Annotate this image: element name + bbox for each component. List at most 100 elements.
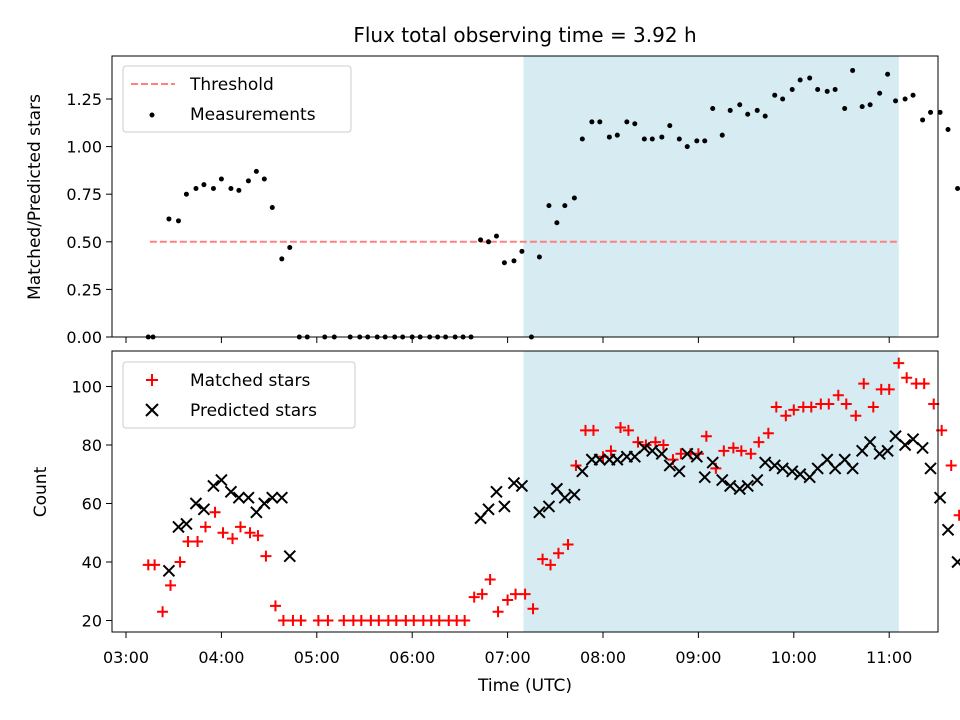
x-tick-label: 09:00 [675,648,721,667]
measurement-point [501,260,507,266]
measurement-point [579,136,585,142]
measurement-point [632,121,638,127]
measurement-point [493,233,499,239]
predicted-point [215,473,228,487]
measurement-point [606,134,612,140]
predicted-point [951,555,960,569]
x-tick-label: 04:00 [198,648,244,667]
measurement-point [772,92,778,98]
measurement-point [737,102,743,108]
matched-point [295,615,307,626]
matched-point [537,553,549,565]
predicted-point [681,447,694,460]
measurement-point [597,119,603,125]
y-bottom-tick-label: 100 [71,378,102,397]
measurement-point [218,176,224,182]
matched-point [893,357,905,369]
measurement-point [710,106,716,112]
matched-point [770,401,782,413]
matched-point [945,459,957,471]
matched-point [832,389,844,401]
chart-title: Flux total observing time = 3.92 h [353,23,696,47]
matched-point [260,550,272,562]
y-top-tick-label: 0.25 [66,280,102,299]
measurement-point [867,102,873,108]
measurement-point [684,144,690,150]
measurement-point [762,113,768,119]
matched-point [519,588,531,600]
matched-point [459,615,471,626]
legend-predicted-label: Predicted stars [190,401,317,421]
matched-point [277,615,289,626]
legend-top: Threshold Measurements [122,65,352,133]
matched-point [484,574,496,586]
predicted-point [873,447,886,460]
x-tick-label: 10:00 [771,648,817,667]
predicted-point [172,520,185,534]
matched-point [823,398,835,410]
predicted-point [593,453,607,466]
y-top-tick-label: 0.00 [66,328,102,347]
predicted-point [611,453,624,466]
legend-matched-swatch [146,374,158,386]
measurement-point [287,245,293,251]
predicted-point [542,500,556,513]
measurement-point [832,86,838,92]
y-bottom-tick-label: 40 [82,553,102,572]
measurement-point [554,220,560,226]
measurement-point [253,168,259,174]
measurement-point [902,96,908,102]
predicted-point [898,438,912,452]
matched-point [552,547,564,559]
measurement-point [614,132,620,138]
matched-point [788,404,800,416]
matched-point [840,398,852,410]
measurement-point [910,92,916,98]
matched-point [753,436,765,448]
legend-bottom-frame [122,361,356,429]
predicted-point [490,485,503,499]
measurement-point [928,109,934,115]
measurement-point [183,191,189,197]
predicted-point [232,491,246,504]
matched-point [805,401,817,413]
matched-point [727,442,739,454]
predicted-point [576,465,589,478]
plot-frame-top [111,55,939,338]
y-bottom-tick-label: 80 [82,436,102,455]
x-tick-label: 06:00 [389,648,435,667]
measurement-point [885,71,891,77]
matched-point [632,436,644,448]
x-axis-bottom: 03:00 04:00 05:00 06:00 07:00 08:00 09:00 10:00… [103,632,912,667]
measurement-point [649,136,655,142]
matched-point [850,410,862,422]
legend-measurements-label: Measurements [190,105,316,125]
matched-point [182,536,194,548]
panel-bottom: 20 40 60 80 100 03:00 04:00 05:00 06:00 07:00 08:… [31,350,960,696]
predicted-point [646,444,659,458]
matched-point [657,439,669,451]
measurement-point [228,185,234,191]
measurement-point [536,254,542,260]
matched-point [867,401,879,413]
matched-point [745,448,757,460]
predicted-point [690,450,704,463]
legend-threshold-label: Threshold [189,75,274,95]
matched-point [244,527,256,539]
matched-point [605,445,617,457]
y-top-tick-label: 0.50 [66,233,102,252]
predicted-point [638,441,651,455]
predicted-point [706,456,719,469]
x-tick-label: 07:00 [485,648,531,667]
measurement-point [478,237,484,243]
measurement-point [877,90,883,96]
matched-point [217,527,229,539]
measurement-point [937,109,943,115]
measurement-point [789,86,795,92]
predicted-point [507,476,521,490]
measurement-point [641,136,647,142]
measurement-point [201,182,207,188]
predicted-point [723,479,737,493]
measurement-point [269,205,275,211]
matched-point [209,506,221,518]
